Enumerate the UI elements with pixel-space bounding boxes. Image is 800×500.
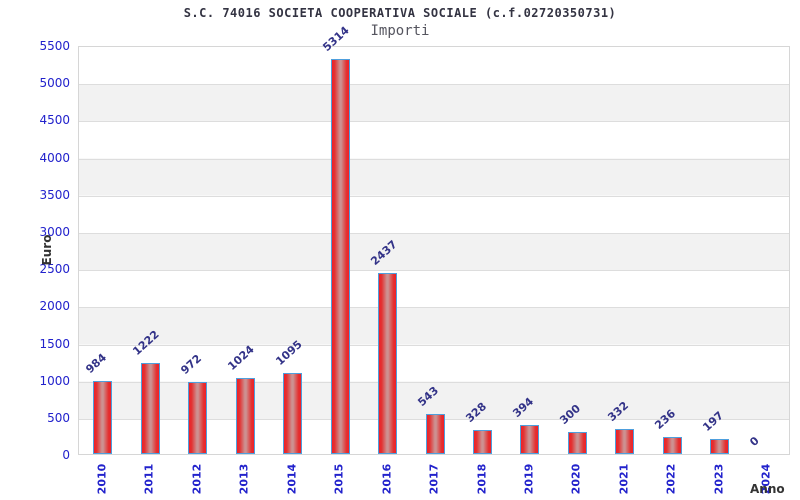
- bar-value-label: 972: [177, 351, 204, 377]
- y-tick-label: 2500: [39, 262, 70, 277]
- bar-2021: [615, 429, 635, 454]
- bar-2016: [378, 272, 397, 454]
- bar-2010: [93, 380, 113, 454]
- bar-2018: [473, 429, 492, 454]
- y-tick-label: 500: [47, 410, 70, 425]
- bar-2023: [710, 439, 730, 454]
- bar-value-label: 1095: [272, 337, 305, 368]
- gridline: [79, 344, 789, 346]
- x-tick-label: 2023: [712, 463, 726, 495]
- chart-subtitle: Importi: [370, 23, 430, 39]
- gridline: [79, 158, 789, 160]
- bar-value-label: 1222: [130, 327, 162, 359]
- y-tick-label: 4500: [39, 113, 70, 128]
- gridline: [79, 270, 789, 272]
- bar-2013: [235, 377, 255, 454]
- x-tick-label: 2022: [664, 463, 678, 495]
- y-tick-label: 0: [62, 448, 70, 462]
- x-tick-label: 2015: [332, 463, 346, 495]
- bar-2017: [425, 413, 445, 454]
- bar-2012: [188, 381, 208, 454]
- y-tick-label: 5500: [39, 39, 70, 53]
- x-axis-title: Anno: [750, 482, 785, 496]
- x-tick-label: 2016: [380, 463, 393, 495]
- gridline: [79, 232, 789, 234]
- bar-value-label: 300: [557, 401, 584, 427]
- bar-2015: [330, 58, 350, 454]
- x-tick-label: 2018: [475, 463, 488, 495]
- bar-2014: [283, 372, 303, 454]
- x-tick-label: 2014: [285, 463, 299, 495]
- bar-2019: [520, 424, 540, 454]
- x-tick-label: 2010: [95, 463, 109, 495]
- y-axis-title: Euro: [40, 234, 54, 266]
- y-tick-label: 1500: [39, 336, 70, 351]
- bar-2011: [140, 363, 160, 454]
- x-tick-label: 2020: [569, 463, 583, 495]
- bar-value-label: 332: [605, 399, 631, 425]
- chart-title: S.C. 74016 SOCIETA COOPERATIVA SOCIALE (…: [183, 6, 617, 20]
- y-tick-label: 5000: [39, 76, 70, 91]
- x-tick-label: 2019: [522, 463, 536, 495]
- bar-value-label: 0: [747, 434, 762, 449]
- y-tick-label: 4000: [39, 150, 70, 165]
- bar-value-label: 394: [510, 394, 536, 420]
- x-tick-label: 2012: [190, 463, 204, 495]
- bar-value-label: 236: [652, 406, 679, 432]
- y-tick-label: 2000: [39, 299, 70, 314]
- bar-value-label: 984: [82, 350, 109, 376]
- y-tick-label: 3500: [39, 187, 70, 202]
- bar-2020: [567, 431, 587, 454]
- plot-area: 984 1222 972 1024 1095 5314 2437 543 328 394 300 33…: [78, 24, 790, 455]
- x-tick-label: 2017: [427, 463, 441, 495]
- bar-value-label: 1024: [225, 342, 257, 373]
- bar-value-label: 2437: [367, 237, 400, 268]
- bar-2022: [662, 436, 682, 454]
- bar-value-label: 328: [462, 399, 489, 425]
- gridline: [79, 307, 789, 309]
- y-tick-label: 1000: [39, 373, 70, 388]
- gridline: [79, 84, 789, 86]
- gridline: [79, 195, 789, 197]
- bar-value-label: 197: [700, 409, 726, 435]
- x-tick-label: 2011: [142, 463, 156, 495]
- x-tick-label: 2021: [617, 463, 631, 495]
- x-tick-label: 2013: [237, 463, 251, 495]
- y-tick-label: 3000: [39, 224, 70, 239]
- gridline: [79, 381, 789, 383]
- gridline: [79, 121, 789, 123]
- bar-value-label: 543: [415, 383, 442, 409]
